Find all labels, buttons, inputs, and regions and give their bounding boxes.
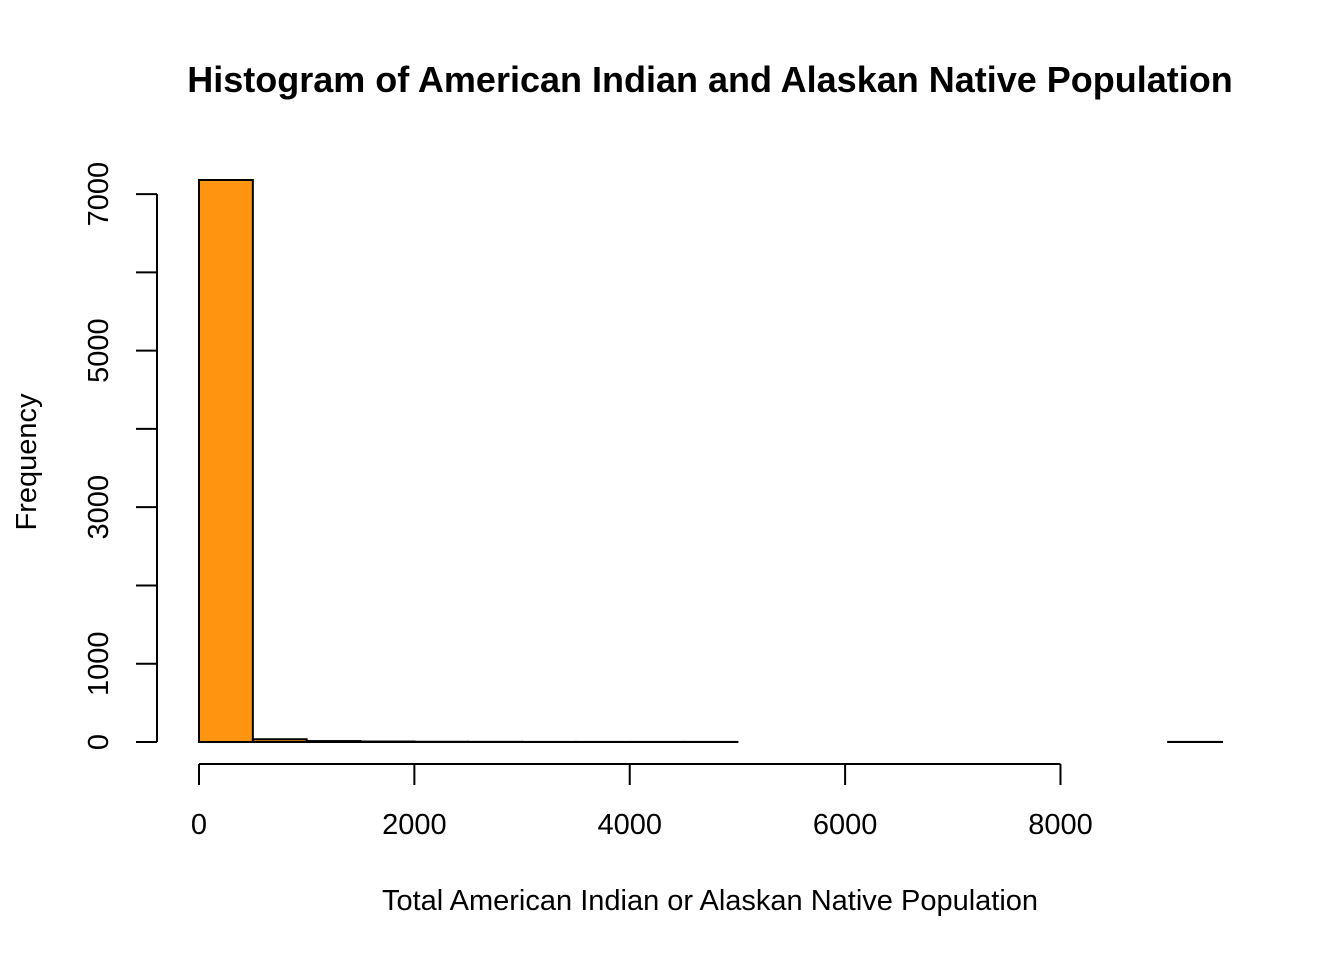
x-tick-label: 4000 xyxy=(597,809,662,841)
y-tick-label: 0 xyxy=(83,734,115,750)
bars-layer xyxy=(198,179,1224,744)
x-axis: 0 2000 4000 6000 8000 xyxy=(191,763,1093,841)
x-tick-label: 6000 xyxy=(813,809,878,841)
y-tick-label: 7000 xyxy=(83,162,115,227)
x-tick-label: 8000 xyxy=(1028,809,1093,841)
y-axis: 0 1000 3000 5000 7000 xyxy=(83,162,158,750)
histogram-bar xyxy=(251,738,308,744)
y-tick-label: 1000 xyxy=(83,631,115,696)
x-tick-label: 0 xyxy=(191,809,207,841)
y-tick-label: 3000 xyxy=(83,475,115,540)
histogram-bar xyxy=(198,179,254,743)
x-axis-label: Total American Indian or Alaskan Native … xyxy=(382,885,1038,917)
y-axis-label: Frequency xyxy=(11,393,43,531)
y-tick-label: 5000 xyxy=(83,318,115,383)
chart-title: Histogram of American Indian and Alaskan… xyxy=(187,59,1233,100)
x-tick-label: 2000 xyxy=(382,809,447,841)
histogram-bar xyxy=(305,740,362,743)
